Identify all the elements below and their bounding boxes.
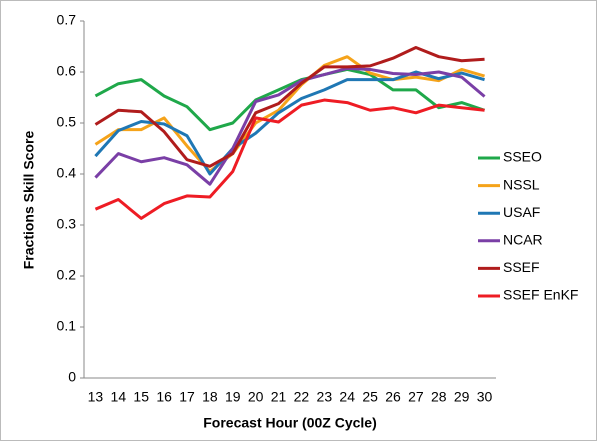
x-tick-label: 18	[202, 389, 218, 405]
y-tick-label: 0.1	[57, 318, 77, 334]
x-tick-label: 26	[385, 389, 401, 405]
x-tick-label: 15	[133, 389, 149, 405]
y-axis-label: Fractions Skill Score	[21, 131, 37, 270]
y-tick-label: 0.7	[57, 12, 77, 28]
legend-label: SSEF	[503, 259, 540, 275]
legend-label: USAF	[503, 204, 540, 220]
x-tick-label: 27	[408, 389, 424, 405]
x-tick-label: 19	[225, 389, 241, 405]
x-tick-label: 29	[454, 389, 470, 405]
y-tick-label: 0.3	[57, 216, 77, 232]
x-tick-label: 21	[271, 389, 287, 405]
x-tick-label: 20	[248, 389, 264, 405]
x-tick-label: 22	[294, 389, 310, 405]
series-line	[94, 98, 485, 220]
x-tick-label: 25	[362, 389, 378, 405]
y-tick-label: 0	[68, 369, 76, 385]
legend-label: SSEO	[503, 149, 542, 165]
series-line	[94, 66, 486, 186]
x-tick-label: 13	[88, 389, 104, 405]
y-tick-label: 0.6	[57, 63, 77, 79]
legend-label: NCAR	[503, 232, 543, 248]
legend-label: NSSL	[503, 176, 540, 192]
y-tick-label: 0.5	[57, 114, 77, 130]
y-tick-label: 0.4	[57, 165, 77, 181]
series-line	[94, 67, 486, 132]
x-tick-label: 14	[111, 389, 127, 405]
legend-label: SSEF EnKF	[503, 287, 578, 303]
x-tick-label: 24	[339, 389, 355, 405]
x-tick-label: 17	[179, 389, 195, 405]
x-tick-label: 23	[317, 389, 333, 405]
series-line	[94, 46, 485, 168]
series-line	[94, 55, 485, 173]
x-tick-label: 30	[477, 389, 493, 405]
y-tick-label: 0.2	[57, 267, 77, 283]
x-axis-label: Forecast Hour (00Z Cycle)	[203, 415, 377, 431]
x-tick-label: 16	[156, 389, 172, 405]
x-tick-label: 28	[431, 389, 447, 405]
